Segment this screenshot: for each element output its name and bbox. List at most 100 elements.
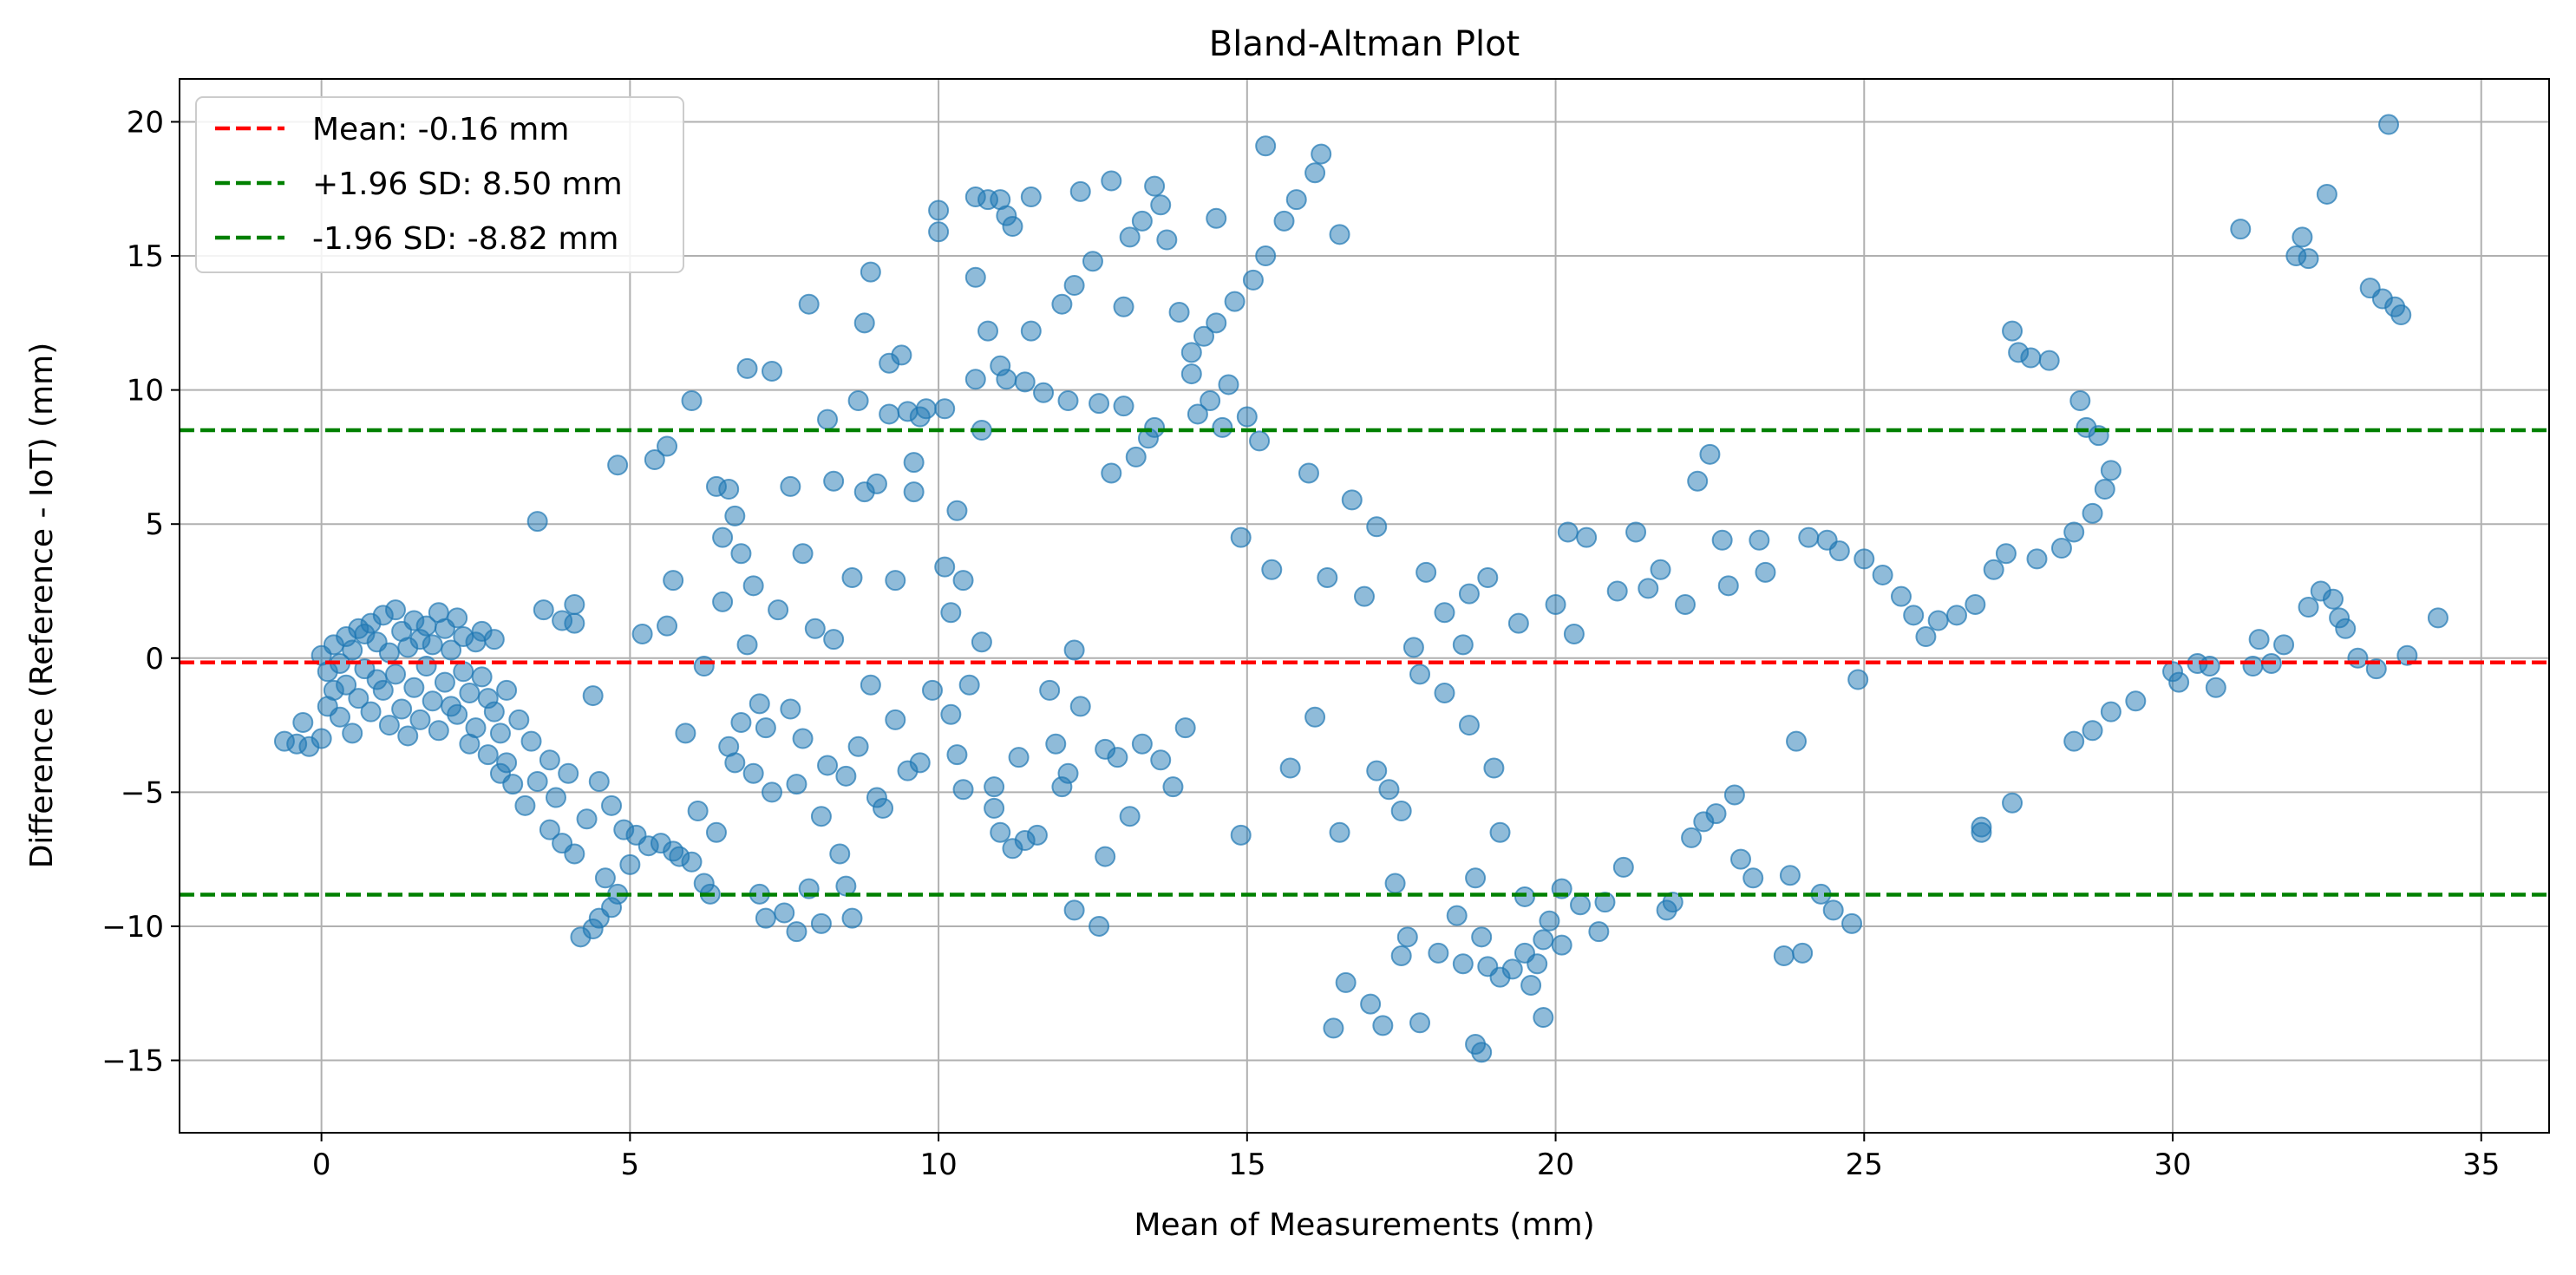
data-point (1533, 929, 1554, 951)
data-point (1329, 224, 1350, 245)
x-tick-label: 30 (2154, 1148, 2191, 1182)
y-tick-label: 10 (127, 374, 164, 409)
data-point (459, 682, 481, 703)
x-tick-label: 5 (621, 1148, 640, 1182)
data-point (2082, 502, 2103, 524)
data-point (1230, 526, 1252, 548)
data-point (391, 698, 413, 720)
data-point (841, 567, 863, 589)
y-tick-label: −5 (121, 775, 164, 810)
data-point (724, 752, 746, 774)
data-point (422, 690, 443, 712)
data-point (378, 642, 400, 664)
data-point (1402, 637, 1424, 658)
data-point (403, 677, 425, 698)
data-point (2242, 656, 2264, 677)
data-point (1749, 529, 1770, 551)
data-point (1156, 229, 1178, 251)
data-point (1113, 396, 1134, 417)
data-point (1458, 583, 1480, 605)
x-tick-label: 35 (2462, 1148, 2500, 1182)
data-point (1101, 170, 1122, 192)
data-point (1212, 416, 1233, 438)
data-point (742, 762, 764, 784)
data-point (1261, 559, 1283, 580)
data-point (1236, 406, 1258, 428)
data-point (526, 771, 548, 792)
data-point (1446, 905, 1468, 926)
data-point (1477, 567, 1499, 589)
data-point (1180, 342, 1202, 363)
data-point (1162, 776, 1184, 798)
data-point (1638, 578, 1659, 599)
data-point (786, 774, 807, 795)
data-point (336, 674, 357, 696)
data-point (594, 867, 616, 889)
data-point (1095, 846, 1116, 867)
data-point (1384, 873, 1406, 894)
data-point (984, 776, 1005, 798)
data-point (1150, 194, 1172, 216)
data-point (2100, 460, 2122, 481)
data-point (755, 907, 776, 929)
chart-title: Bland-Altman Plot (1209, 24, 1520, 64)
data-point (378, 715, 400, 736)
data-point (847, 736, 869, 757)
data-point (607, 454, 629, 476)
data-point (1378, 779, 1400, 801)
data-point (1681, 827, 1703, 848)
data-point (1570, 894, 1592, 916)
data-point (1113, 296, 1134, 317)
data-point (1200, 389, 1221, 411)
data-point (1847, 669, 1869, 690)
data-point (928, 199, 950, 221)
data-point (477, 744, 499, 766)
data-point (1428, 942, 1449, 964)
data-points (273, 114, 2449, 1063)
data-point (909, 752, 931, 774)
data-point (915, 398, 937, 420)
data-point (657, 435, 678, 457)
data-point (2230, 219, 2252, 240)
data-point (860, 261, 881, 283)
data-point (539, 749, 560, 771)
data-point (1125, 446, 1147, 468)
data-point (1779, 865, 1801, 886)
data-point (847, 389, 869, 411)
data-point (2100, 701, 2122, 722)
data-point (675, 722, 696, 744)
data-point (903, 481, 925, 503)
data-point (1717, 575, 1739, 597)
data-point (977, 320, 999, 342)
data-point (657, 615, 678, 637)
data-point (2298, 597, 2319, 618)
data-point (465, 717, 487, 739)
data-point (1501, 958, 1523, 980)
data-point (1792, 942, 1814, 964)
data-point (428, 720, 449, 742)
x-tick-label: 0 (312, 1148, 331, 1182)
data-point (823, 629, 845, 651)
data-point (1372, 1015, 1394, 1036)
data-point (879, 403, 900, 425)
data-point (1452, 953, 1474, 975)
data-point (964, 266, 986, 288)
data-point (1514, 886, 1535, 907)
data-point (1533, 1007, 1554, 1029)
y-tick-label: 20 (127, 105, 164, 140)
data-point (1354, 585, 1375, 607)
data-point (558, 762, 579, 784)
data-point (1755, 561, 1776, 583)
data-point (1798, 526, 1820, 548)
y-tick-label: −15 (101, 1044, 164, 1079)
data-point (1014, 371, 1036, 393)
data-point (792, 543, 814, 565)
data-point (447, 607, 468, 629)
data-point (1323, 1017, 1344, 1039)
data-point (1150, 749, 1172, 771)
data-point (798, 293, 820, 315)
data-point (1224, 291, 1246, 312)
data-point (1471, 1042, 1493, 1063)
data-point (1594, 892, 1616, 913)
